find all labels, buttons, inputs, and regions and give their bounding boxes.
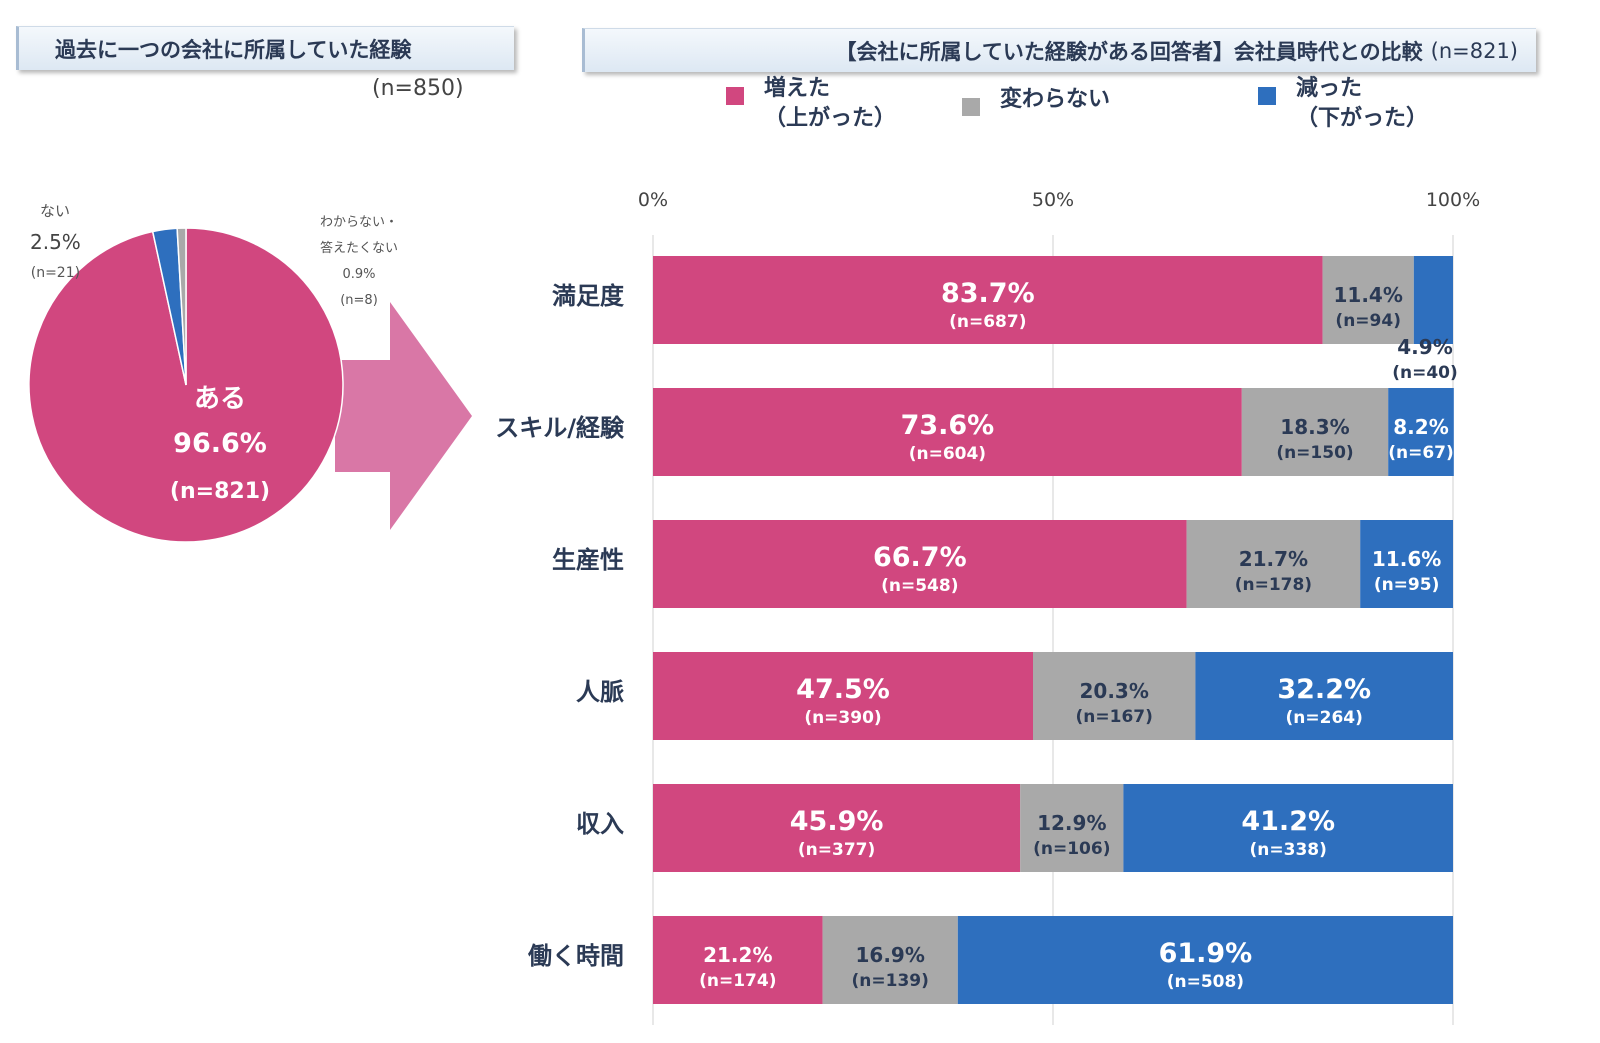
bar-segment bbox=[1241, 388, 1389, 476]
left-sample-size: (n=850) bbox=[372, 76, 464, 101]
legend-swatch-decreased bbox=[1258, 87, 1276, 105]
bar-segment bbox=[957, 916, 1453, 1004]
pie-percent-unknown: 0.9% bbox=[342, 267, 376, 282]
n-label: (n=106) bbox=[1033, 839, 1110, 859]
legend-swatch-unchanged bbox=[962, 98, 980, 116]
pie-label-unknown: わからない・ 答えたくない 0.9% (n=8) bbox=[304, 210, 414, 314]
bar-segment bbox=[1195, 652, 1453, 740]
pie-n-unknown: (n=8) bbox=[340, 293, 378, 308]
n-label: (n=338) bbox=[1250, 840, 1327, 860]
data-label: 21.7% bbox=[1239, 547, 1308, 571]
category-label: 満足度 bbox=[552, 282, 625, 310]
data-label: 83.7% bbox=[941, 278, 1035, 309]
data-label: 73.6% bbox=[901, 410, 995, 441]
x-tick-label: 0% bbox=[638, 189, 668, 211]
legend-item-unchanged: 変わらない bbox=[962, 85, 1110, 116]
n-label: (n=174) bbox=[699, 971, 776, 991]
n-label: (n=377) bbox=[798, 840, 875, 860]
pie-percent-yes: 96.6% bbox=[173, 428, 267, 459]
data-label: 12.9% bbox=[1037, 811, 1106, 835]
legend-item-decreased: 減った （下がった） bbox=[1258, 74, 1428, 134]
n-label: (n=178) bbox=[1235, 575, 1312, 595]
bar-segment bbox=[1020, 784, 1124, 872]
bar-segment bbox=[1413, 256, 1453, 344]
legend-label-unchanged: 変わらない bbox=[1000, 87, 1111, 112]
data-label: 11.4% bbox=[1334, 283, 1403, 307]
bar-segment bbox=[653, 916, 823, 1004]
data-label: 18.3% bbox=[1280, 415, 1349, 439]
bar-segment bbox=[653, 388, 1242, 476]
data-label: 47.5% bbox=[796, 674, 890, 705]
data-label: 61.9% bbox=[1159, 938, 1253, 969]
pie-label-none: ない 2.5% (n=21) bbox=[30, 198, 81, 286]
right-title-text: 【会社に所属していた経験がある回答者】会社員時代との比較 bbox=[835, 39, 1423, 64]
legend-item-increased: 増えた （上がった） bbox=[726, 74, 896, 134]
legend-label-increased: 増えた （上がった） bbox=[764, 76, 897, 131]
bar-segment bbox=[1033, 652, 1196, 740]
flow-arrow bbox=[335, 302, 472, 530]
bar-segment bbox=[1123, 784, 1453, 872]
pie-slice-unknown bbox=[176, 227, 187, 386]
bar-segment bbox=[653, 520, 1187, 608]
data-label: 20.3% bbox=[1080, 679, 1149, 703]
category-label: 働く時間 bbox=[527, 942, 624, 970]
pie-n-yes: (n=821) bbox=[169, 479, 271, 504]
left-section-title: 過去に一つの会社に所属していた経験 bbox=[16, 26, 514, 70]
data-label: 16.9% bbox=[856, 943, 925, 967]
n-label: (n=508) bbox=[1167, 972, 1244, 992]
legend-label-decreased: 減った （下がった） bbox=[1296, 76, 1429, 131]
data-label: 41.2% bbox=[1241, 806, 1335, 837]
bar-segment bbox=[822, 916, 958, 1004]
category-label: スキル/経験 bbox=[495, 414, 625, 442]
x-tick-label: 50% bbox=[1032, 189, 1074, 211]
n-label: (n=150) bbox=[1276, 443, 1353, 463]
data-label: 4.9% bbox=[1397, 335, 1452, 359]
n-label: (n=264) bbox=[1286, 708, 1363, 728]
n-label: (n=139) bbox=[852, 971, 929, 991]
bar-segment bbox=[1388, 388, 1454, 476]
right-section-title: 【会社に所属していた経験がある回答者】会社員時代との比較 (n=821) bbox=[582, 28, 1536, 72]
category-label: 人脈 bbox=[576, 678, 624, 706]
bar-segment bbox=[1360, 520, 1453, 608]
n-label: (n=687) bbox=[949, 312, 1026, 332]
data-label: 66.7% bbox=[873, 542, 967, 573]
n-label: (n=167) bbox=[1076, 707, 1153, 727]
pie-category-unknown: わからない・ 答えたくない bbox=[319, 215, 398, 256]
n-label: (n=95) bbox=[1374, 575, 1440, 595]
n-label: (n=604) bbox=[909, 444, 986, 464]
legend-swatch-increased bbox=[726, 87, 744, 105]
pie-category-yes: ある bbox=[193, 384, 246, 414]
x-tick-label: 100% bbox=[1426, 189, 1480, 211]
n-label: (n=40) bbox=[1392, 363, 1458, 383]
pie-label-yes: ある 96.6% (n=821) bbox=[110, 380, 330, 514]
n-label: (n=94) bbox=[1335, 311, 1401, 331]
bar-segment bbox=[653, 784, 1021, 872]
bar-segment bbox=[1186, 520, 1361, 608]
data-label: 21.2% bbox=[703, 943, 772, 967]
pie-chart bbox=[28, 227, 344, 543]
pie-n-none: (n=21) bbox=[30, 265, 81, 281]
n-label: (n=390) bbox=[804, 708, 881, 728]
bar-segment bbox=[1322, 256, 1414, 344]
pie-percent-none: 2.5% bbox=[30, 230, 81, 254]
bar-segment bbox=[653, 652, 1033, 740]
data-label: 45.9% bbox=[790, 806, 884, 837]
pie-category-none: ない bbox=[40, 202, 71, 220]
data-label: 32.2% bbox=[1277, 674, 1371, 705]
data-label: 11.6% bbox=[1372, 547, 1441, 571]
category-label: 収入 bbox=[576, 810, 624, 838]
left-title-text: 過去に一つの会社に所属していた経験 bbox=[55, 37, 412, 62]
bar-segment bbox=[653, 256, 1323, 344]
stacked-bar-chart: 0% 50% 100% 満足度 83.7% (n=687) 11.4% (n=94) 4.9% (… bbox=[495, 189, 1480, 1025]
right-sample-size: (n=821) bbox=[1430, 38, 1518, 63]
n-label: (n=67) bbox=[1388, 443, 1454, 463]
category-label: 生産性 bbox=[552, 546, 624, 574]
data-label: 8.2% bbox=[1393, 415, 1448, 439]
n-label: (n=548) bbox=[881, 576, 958, 596]
